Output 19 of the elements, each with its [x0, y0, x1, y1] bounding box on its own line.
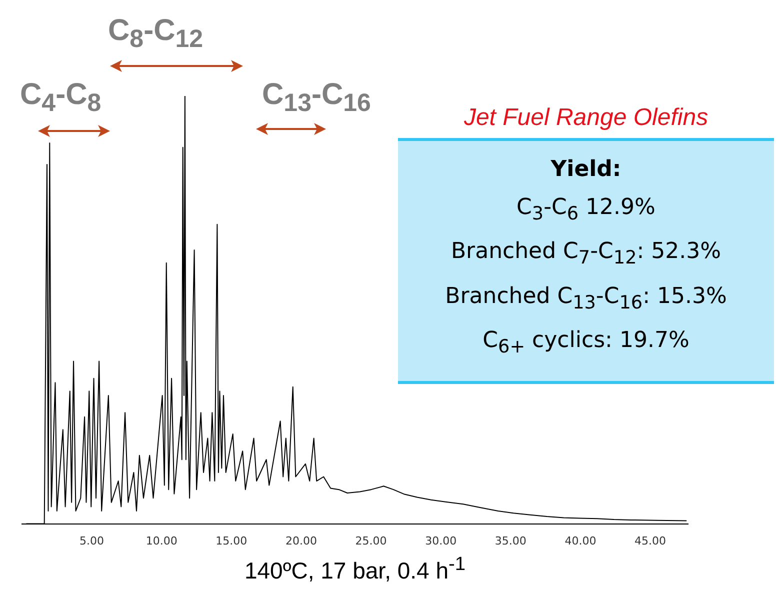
- x-tick-label: 5.00: [80, 534, 104, 548]
- x-tick-label: 35.00: [494, 534, 526, 548]
- annotation: C$_{3}$-C$_{6}$ 12.9%: [516, 194, 656, 226]
- annotation: Jet Fuel Range Olefins: [462, 104, 710, 132]
- annotation: C$_{6+}$ cyclics: 19.7%: [482, 327, 690, 360]
- x-tick-label: 30.00: [425, 534, 457, 548]
- x-tick-label: 45.00: [634, 534, 666, 548]
- annotation: C$_{13}$-C$_{16}$: [262, 78, 371, 118]
- annotation: Branched C$_{7}$-C$_{12}$: 52.3%: [450, 238, 722, 271]
- annotation: Yield:: [550, 156, 622, 184]
- x-axis-title: 140ºC, 17 bar, 0.4 h$^{-1}$: [243, 554, 467, 585]
- x-tick-label: 20.00: [285, 534, 317, 548]
- annotation: Branched C$_{13}$-C$_{16}$: 15.3%: [444, 282, 728, 316]
- x-tick-label: 10.00: [146, 534, 178, 548]
- x-tick-label: 15.00: [216, 534, 248, 548]
- text: C$_{8}$-C$_{12}$: [108, 14, 204, 54]
- x-tick-label: 40.00: [564, 534, 596, 548]
- annotation: C$_{4}$-C$_{8}$: [20, 78, 102, 118]
- x-tick-label: 25.00: [355, 534, 387, 548]
